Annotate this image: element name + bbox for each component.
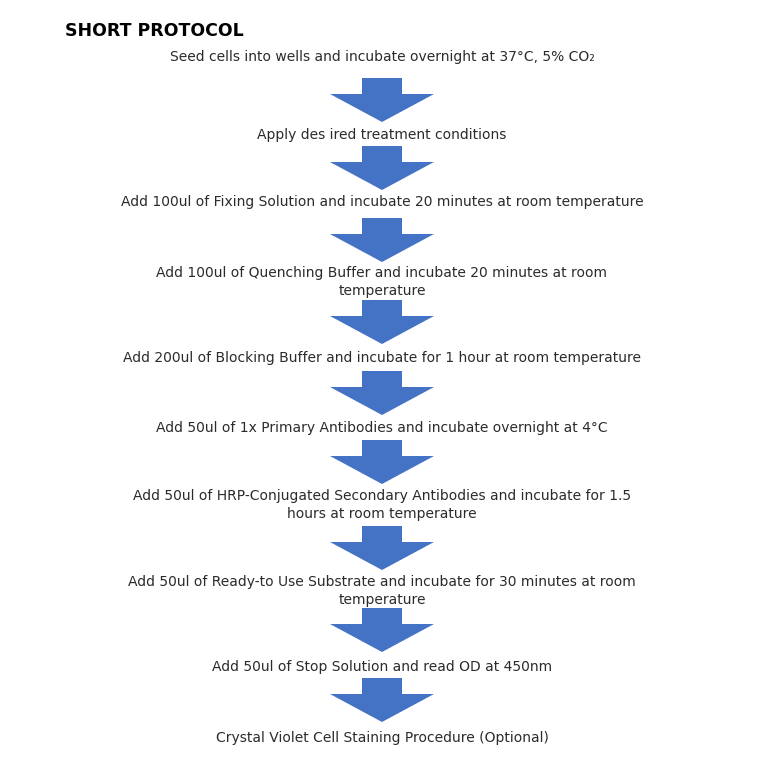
Polygon shape xyxy=(362,371,402,387)
Text: Add 200ul of Blocking Buffer and incubate for 1 hour at room temperature: Add 200ul of Blocking Buffer and incubat… xyxy=(123,351,641,365)
Polygon shape xyxy=(330,456,434,484)
Polygon shape xyxy=(362,608,402,624)
Polygon shape xyxy=(362,146,402,162)
Text: Add 100ul of Quenching Buffer and incubate 20 minutes at room
temperature: Add 100ul of Quenching Buffer and incuba… xyxy=(157,266,607,298)
Text: Add 50ul of Stop Solution and read OD at 450nm: Add 50ul of Stop Solution and read OD at… xyxy=(212,660,552,674)
Polygon shape xyxy=(362,300,402,316)
Text: Add 100ul of Fixing Solution and incubate 20 minutes at room temperature: Add 100ul of Fixing Solution and incubat… xyxy=(121,195,643,209)
Polygon shape xyxy=(330,387,434,415)
Polygon shape xyxy=(362,678,402,694)
Polygon shape xyxy=(330,94,434,122)
Text: Add 50ul of Ready-to Use Substrate and incubate for 30 minutes at room
temperatu: Add 50ul of Ready-to Use Substrate and i… xyxy=(128,575,636,607)
Text: Seed cells into wells and incubate overnight at 37°C, 5% CO₂: Seed cells into wells and incubate overn… xyxy=(170,50,594,64)
Polygon shape xyxy=(362,440,402,456)
Polygon shape xyxy=(330,694,434,722)
Polygon shape xyxy=(330,624,434,652)
Polygon shape xyxy=(330,316,434,344)
Polygon shape xyxy=(330,162,434,190)
Polygon shape xyxy=(362,218,402,234)
Text: Add 50ul of HRP-Conjugated Secondary Antibodies and incubate for 1.5
hours at ro: Add 50ul of HRP-Conjugated Secondary Ant… xyxy=(133,489,631,521)
Polygon shape xyxy=(330,542,434,570)
Polygon shape xyxy=(362,78,402,94)
Text: Add 50ul of 1x Primary Antibodies and incubate overnight at 4°C: Add 50ul of 1x Primary Antibodies and in… xyxy=(156,421,608,435)
Text: Crystal Violet Cell Staining Procedure (Optional): Crystal Violet Cell Staining Procedure (… xyxy=(215,731,549,745)
Polygon shape xyxy=(330,234,434,262)
Polygon shape xyxy=(362,526,402,542)
Text: Apply des ired treatment conditions: Apply des ired treatment conditions xyxy=(257,128,507,142)
Text: SHORT PROTOCOL: SHORT PROTOCOL xyxy=(65,22,244,40)
